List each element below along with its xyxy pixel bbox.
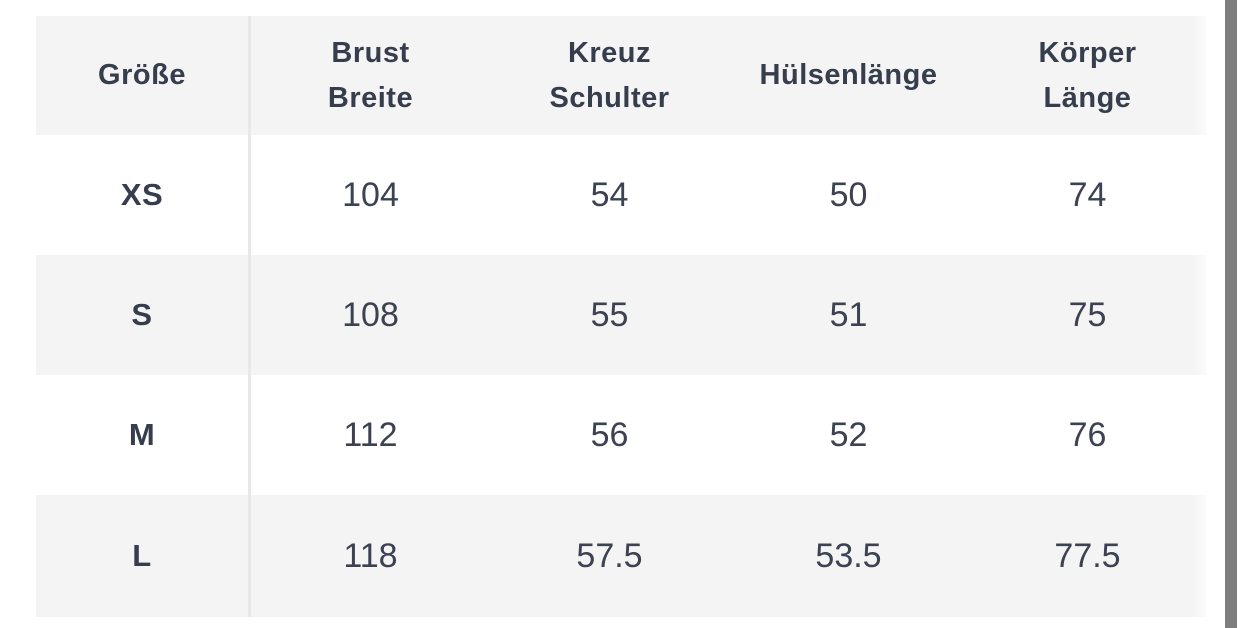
row-xs-size-label: XS [36,135,251,255]
row-l-size-label: L [36,495,251,617]
row-s-brust-breite: 108 [251,255,490,375]
size-chart-table: Größe Brust Breite Kreuz Schulter Hülsen… [36,16,1207,617]
row-xs-brust-breite: 104 [251,135,490,255]
column-header-groesse: Größe [36,16,251,135]
row-l-koerper-laenge: 77.5 [968,495,1207,617]
column-header-huelsenlaenge: Hülsenlänge [729,16,968,135]
column-header-koerper-laenge: Körper Länge [968,16,1207,135]
row-m-brust-breite: 112 [251,375,490,495]
row-l-kreuz-schulter: 57.5 [490,495,729,617]
row-s-koerper-laenge: 75 [968,255,1207,375]
row-s-size-label: S [36,255,251,375]
row-m-huelsenlaenge: 52 [729,375,968,495]
row-xs-kreuz-schulter: 54 [490,135,729,255]
row-l-huelsenlaenge: 53.5 [729,495,968,617]
row-xs-koerper-laenge: 74 [968,135,1207,255]
row-s-kreuz-schulter: 55 [490,255,729,375]
row-xs-huelsenlaenge: 50 [729,135,968,255]
row-m-koerper-laenge: 76 [968,375,1207,495]
column-header-brust-breite: Brust Breite [251,16,490,135]
row-l-brust-breite: 118 [251,495,490,617]
vertical-scrollbar-thumb[interactable] [1225,0,1237,628]
column-header-kreuz-schulter: Kreuz Schulter [490,16,729,135]
row-s-huelsenlaenge: 51 [729,255,968,375]
vertical-scrollbar-track [1225,0,1237,628]
row-m-size-label: M [36,375,251,495]
row-m-kreuz-schulter: 56 [490,375,729,495]
